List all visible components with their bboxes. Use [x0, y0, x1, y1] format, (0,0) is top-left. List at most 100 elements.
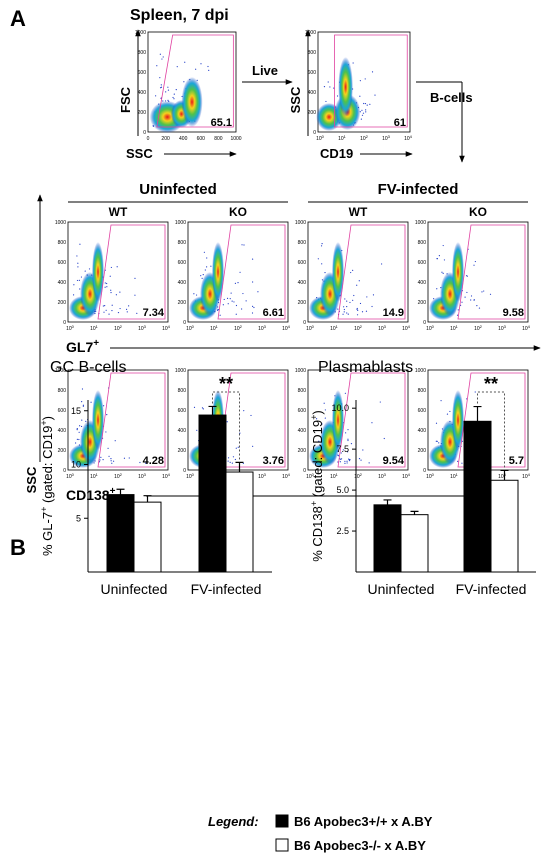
event-dot: [442, 244, 444, 247]
event-dot: [252, 281, 254, 283]
event-dot: [200, 63, 202, 65]
event-dot: [251, 258, 254, 260]
log-exponent: 1: [96, 472, 99, 477]
x-tick-label: 101: [450, 324, 459, 332]
marker-sup: +: [110, 486, 116, 497]
y-tick-label: 200: [298, 448, 307, 454]
event-dot: [119, 307, 121, 310]
bar: [198, 414, 227, 573]
event-dot: [324, 417, 326, 419]
log-exponent: 0: [192, 472, 195, 477]
y-tick-label: 0: [313, 130, 316, 136]
event-dot: [208, 69, 210, 71]
density-cluster: [181, 77, 203, 127]
bar: [106, 494, 135, 573]
event-dot: [155, 95, 157, 97]
event-dot: [253, 306, 255, 309]
log-exponent: 0: [322, 134, 325, 139]
x-tick-label: 102: [114, 324, 123, 332]
log-exponent: 1: [216, 324, 219, 329]
event-dot: [110, 289, 112, 291]
y-tick-label: 800: [138, 50, 147, 56]
x-tick-label: 400: [179, 136, 188, 142]
bar: [373, 504, 402, 573]
event-dot: [372, 294, 375, 296]
event-dot: [84, 270, 86, 272]
event-dot: [172, 96, 174, 99]
log-exponent: 1: [96, 324, 99, 329]
y-tick-label: 200: [308, 110, 317, 116]
x-tick-label: 100: [186, 472, 195, 480]
density-cluster: [452, 242, 464, 302]
event-dot: [107, 447, 109, 449]
y-tick-label: 400: [138, 90, 147, 96]
event-dot: [105, 309, 107, 311]
y-axis-label: SSC: [24, 466, 39, 493]
event-dot: [159, 53, 161, 55]
event-dot: [245, 300, 247, 302]
log-exponent: 0: [192, 324, 195, 329]
log-base: 10: [498, 474, 504, 480]
event-dot: [344, 460, 346, 462]
event-dot: [184, 61, 186, 63]
x-axis-label: CD19: [320, 146, 353, 161]
y-tick-label: 400: [298, 280, 307, 286]
x-tick-label: 600: [197, 136, 206, 142]
event-dot: [235, 313, 237, 315]
event-dot: [358, 280, 360, 282]
event-dot: [348, 458, 350, 460]
log-exponent: 0: [432, 324, 435, 329]
log-base: 10: [522, 474, 528, 480]
event-dot: [162, 100, 164, 102]
event-dot: [383, 437, 385, 440]
y-tick-label: 200: [178, 300, 187, 306]
event-dot: [325, 100, 327, 103]
event-dot: [347, 429, 349, 431]
event-dot: [365, 310, 368, 312]
event-dot: [368, 462, 370, 464]
event-dot: [251, 305, 254, 307]
log-base: 10: [306, 474, 312, 480]
log-base: 10: [90, 326, 96, 332]
event-dot: [79, 243, 81, 245]
log-base: 10: [450, 326, 456, 332]
panel-title: Spleen, 7 dpi: [130, 7, 229, 24]
x-tick-label: 103: [138, 324, 147, 332]
event-dot: [440, 400, 442, 402]
event-dot: [111, 462, 113, 464]
event-dot: [371, 71, 374, 73]
event-dot: [112, 460, 115, 462]
event-dot: [356, 284, 358, 286]
event-dot: [207, 65, 209, 68]
rich-label: % CD138+ (gated: CD19+): [309, 410, 325, 562]
event-dot: [442, 272, 444, 275]
y-tick-label: 1000: [55, 220, 66, 226]
y-tick-label: 400: [418, 428, 427, 434]
event-dot: [202, 274, 204, 276]
event-dot: [366, 296, 368, 298]
event-dot: [109, 275, 111, 277]
event-dot: [251, 312, 254, 314]
log-exponent: 2: [360, 324, 363, 329]
gate-value: 14.9: [383, 307, 404, 319]
bar: [400, 514, 429, 573]
y-tick-label: 5: [76, 513, 81, 523]
event-dot: [98, 461, 101, 463]
y-tick-label: 600: [298, 408, 307, 414]
event-dot: [76, 255, 78, 257]
event-dot: [474, 260, 476, 263]
x-tick-label: 100: [306, 324, 315, 332]
gate: [337, 224, 406, 320]
log-base: 10: [90, 474, 96, 480]
y-axis-label: SSC: [288, 86, 303, 113]
event-dot: [347, 313, 349, 315]
log-base: 10: [258, 326, 264, 332]
y-tick-label: 0: [423, 320, 426, 326]
log-base: 10: [378, 326, 384, 332]
event-dot: [489, 293, 492, 295]
density-cluster: [452, 390, 464, 450]
y-tick-label: 600: [178, 260, 187, 266]
event-dot: [365, 109, 367, 111]
event-dot: [79, 425, 81, 427]
event-dot: [167, 99, 169, 101]
